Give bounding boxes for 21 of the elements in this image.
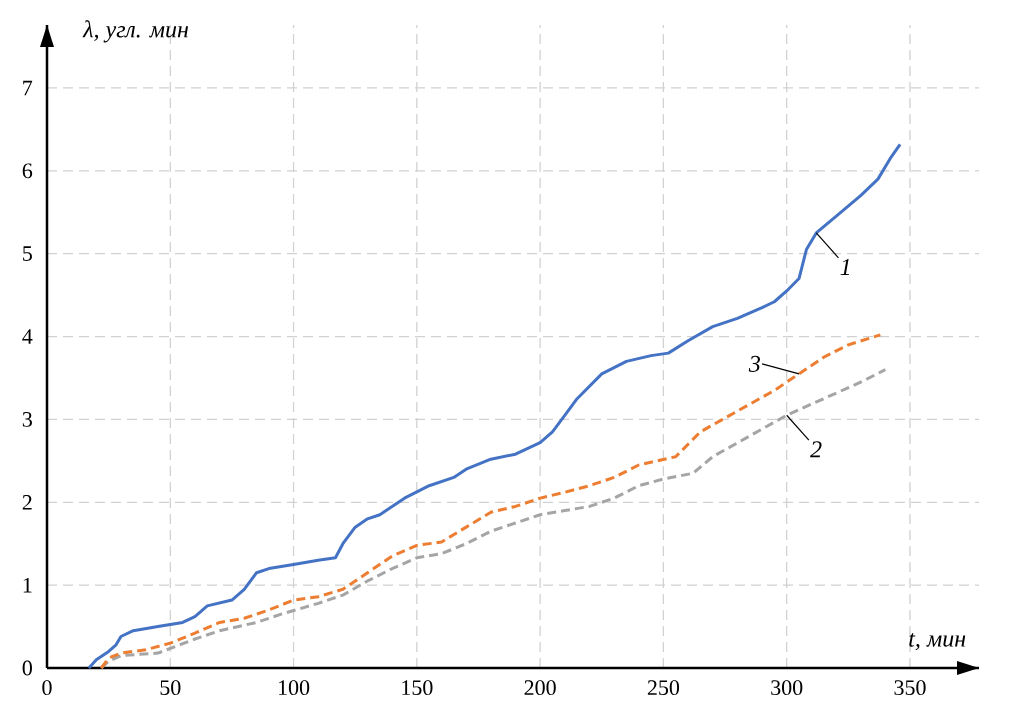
x-tick-label: 150 [402, 680, 433, 696]
x-tick-label: 350 [894, 680, 926, 696]
series-label: 3 [748, 355, 760, 372]
y-axis-title: λ, угл. мин [82, 20, 189, 43]
series-label: 1 [840, 259, 850, 275]
x-tick-label: 0 [42, 680, 52, 696]
series-label: 2 [810, 441, 822, 458]
y-tick-label: 3 [22, 412, 32, 427]
y-tick-label: 4 [22, 329, 33, 344]
y-tick-label: 0 [22, 660, 32, 676]
y-tick-label: 6 [22, 163, 33, 179]
x-tick-label: 50 [160, 680, 181, 696]
x-tick-label: 200 [524, 680, 556, 696]
y-tick-label: 2 [22, 494, 32, 510]
x-tick-label: 100 [278, 680, 310, 696]
x-tick-label: 250 [647, 680, 680, 696]
x-tick-label: 300 [771, 680, 803, 696]
y-tick-label: 5 [23, 246, 32, 262]
y-tick-label: 1 [23, 577, 32, 593]
x-axis-title: t, мин [909, 632, 966, 651]
y-tick-label: 7 [23, 80, 33, 96]
